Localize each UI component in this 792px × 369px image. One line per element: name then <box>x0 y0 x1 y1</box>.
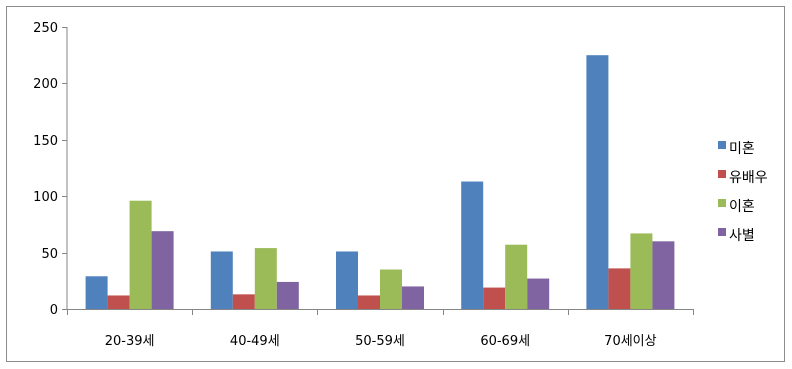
x-tick-label: 40-49세 <box>230 334 280 349</box>
legend-swatch <box>718 199 726 207</box>
bar <box>483 287 506 309</box>
legend-swatch <box>718 228 726 236</box>
bar <box>276 281 299 309</box>
bar <box>461 181 484 309</box>
bar <box>402 286 424 309</box>
bar <box>254 248 277 309</box>
legend-label: 사별 <box>729 228 755 244</box>
x-tick-label: 20-39세 <box>105 334 155 349</box>
bar <box>527 278 550 309</box>
legend-swatch <box>718 170 726 178</box>
y-tick-label: 250 <box>33 21 58 36</box>
bar <box>652 241 675 309</box>
y-tick-label: 150 <box>33 134 58 149</box>
bar <box>358 295 380 309</box>
bar <box>85 276 108 309</box>
x-tick-label: 70세이상 <box>604 334 656 349</box>
legend-swatch <box>718 141 726 149</box>
bar <box>608 268 631 309</box>
bar <box>107 295 130 309</box>
bar <box>336 251 358 309</box>
y-tick-label: 100 <box>33 190 58 205</box>
bar <box>129 200 152 309</box>
bar <box>210 251 233 309</box>
bar <box>151 231 174 309</box>
x-tick-label: 50-59세 <box>355 334 405 349</box>
bar <box>630 233 653 309</box>
y-tick-label: 0 <box>50 303 58 318</box>
y-tick-label: 50 <box>41 247 58 262</box>
bar <box>232 294 255 309</box>
y-tick-label: 200 <box>33 77 58 92</box>
bar <box>505 244 528 309</box>
x-tick-label: 60-69세 <box>480 334 530 349</box>
legend-label: 미혼 <box>729 141 755 157</box>
legend-label: 이혼 <box>729 199 755 215</box>
legend-label: 유배우 <box>729 170 768 186</box>
bar <box>586 55 609 310</box>
bar <box>380 269 402 309</box>
